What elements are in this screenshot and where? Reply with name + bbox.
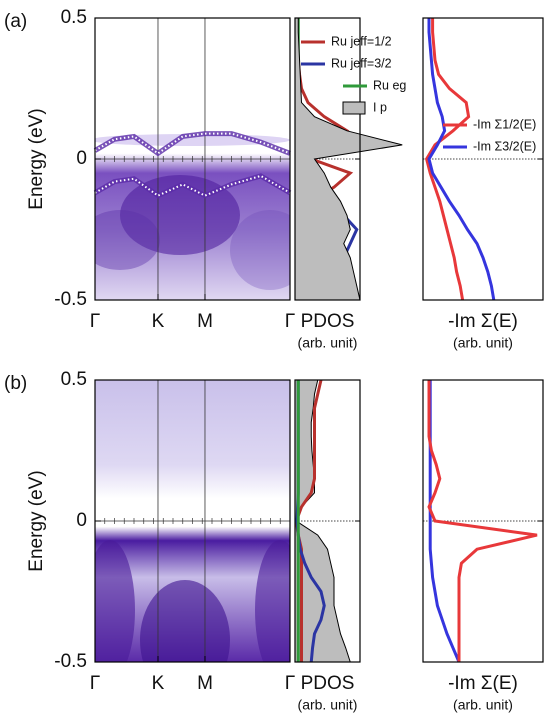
band-line — [94, 132, 291, 155]
frame — [422, 17, 544, 301]
legend-label: Ru eg — [373, 78, 406, 92]
legend-label: -Im Σ3/2(E) — [473, 139, 536, 153]
y-tick-label: -0.5 — [54, 651, 87, 672]
frame — [422, 379, 544, 663]
y-tick-label: -0.5 — [54, 289, 87, 310]
x-tick-label: Γ — [285, 311, 295, 332]
x-tick-label: M — [197, 311, 213, 332]
x-axis-label: -Im Σ(E) — [448, 311, 518, 332]
x-axis-label: PDOS — [301, 311, 355, 332]
area — [294, 379, 351, 663]
spectral-background — [95, 380, 290, 662]
area — [294, 17, 403, 301]
frame — [294, 379, 361, 663]
frame — [294, 17, 361, 301]
band-line — [94, 174, 291, 197]
y-tick-label: 0 — [76, 510, 87, 531]
frame — [94, 379, 291, 663]
x-tick-label: Γ — [90, 311, 100, 332]
legend-label: Ru jeff=1/2 — [331, 34, 392, 48]
frame — [94, 17, 291, 301]
line — [427, 380, 538, 662]
legend-label: Ru jeff=3/2 — [331, 56, 392, 70]
legend-label: -Im Σ1/2(E) — [473, 117, 536, 131]
y-tick-label: 0 — [76, 148, 87, 169]
y-axis-label: Energy (eV) — [26, 108, 47, 209]
x-tick-label: Γ — [285, 673, 295, 694]
legend-swatch — [342, 101, 366, 115]
y-tick-label: 0.5 — [61, 7, 87, 28]
x-axis-label: PDOS — [301, 673, 355, 694]
y-axis-label: Energy (eV) — [26, 470, 47, 571]
x-tick-label: Γ — [90, 673, 100, 694]
x-tick-label: K — [152, 311, 165, 332]
y-tick-label: 0.5 — [61, 369, 87, 390]
panel-label: (a) — [4, 11, 27, 32]
x-axis-note: (arb. unit) — [453, 697, 513, 713]
line — [427, 18, 496, 301]
x-tick-label: M — [197, 673, 213, 694]
panel-label: (b) — [4, 373, 27, 394]
x-axis-label: -Im Σ(E) — [448, 673, 518, 694]
x-tick-label: K — [152, 673, 165, 694]
x-axis-note: (arb. unit) — [453, 335, 513, 351]
legend-label: I p — [373, 100, 387, 114]
x-axis-note: (arb. unit) — [298, 697, 358, 713]
x-axis-note: (arb. unit) — [298, 335, 358, 351]
line — [424, 18, 471, 301]
